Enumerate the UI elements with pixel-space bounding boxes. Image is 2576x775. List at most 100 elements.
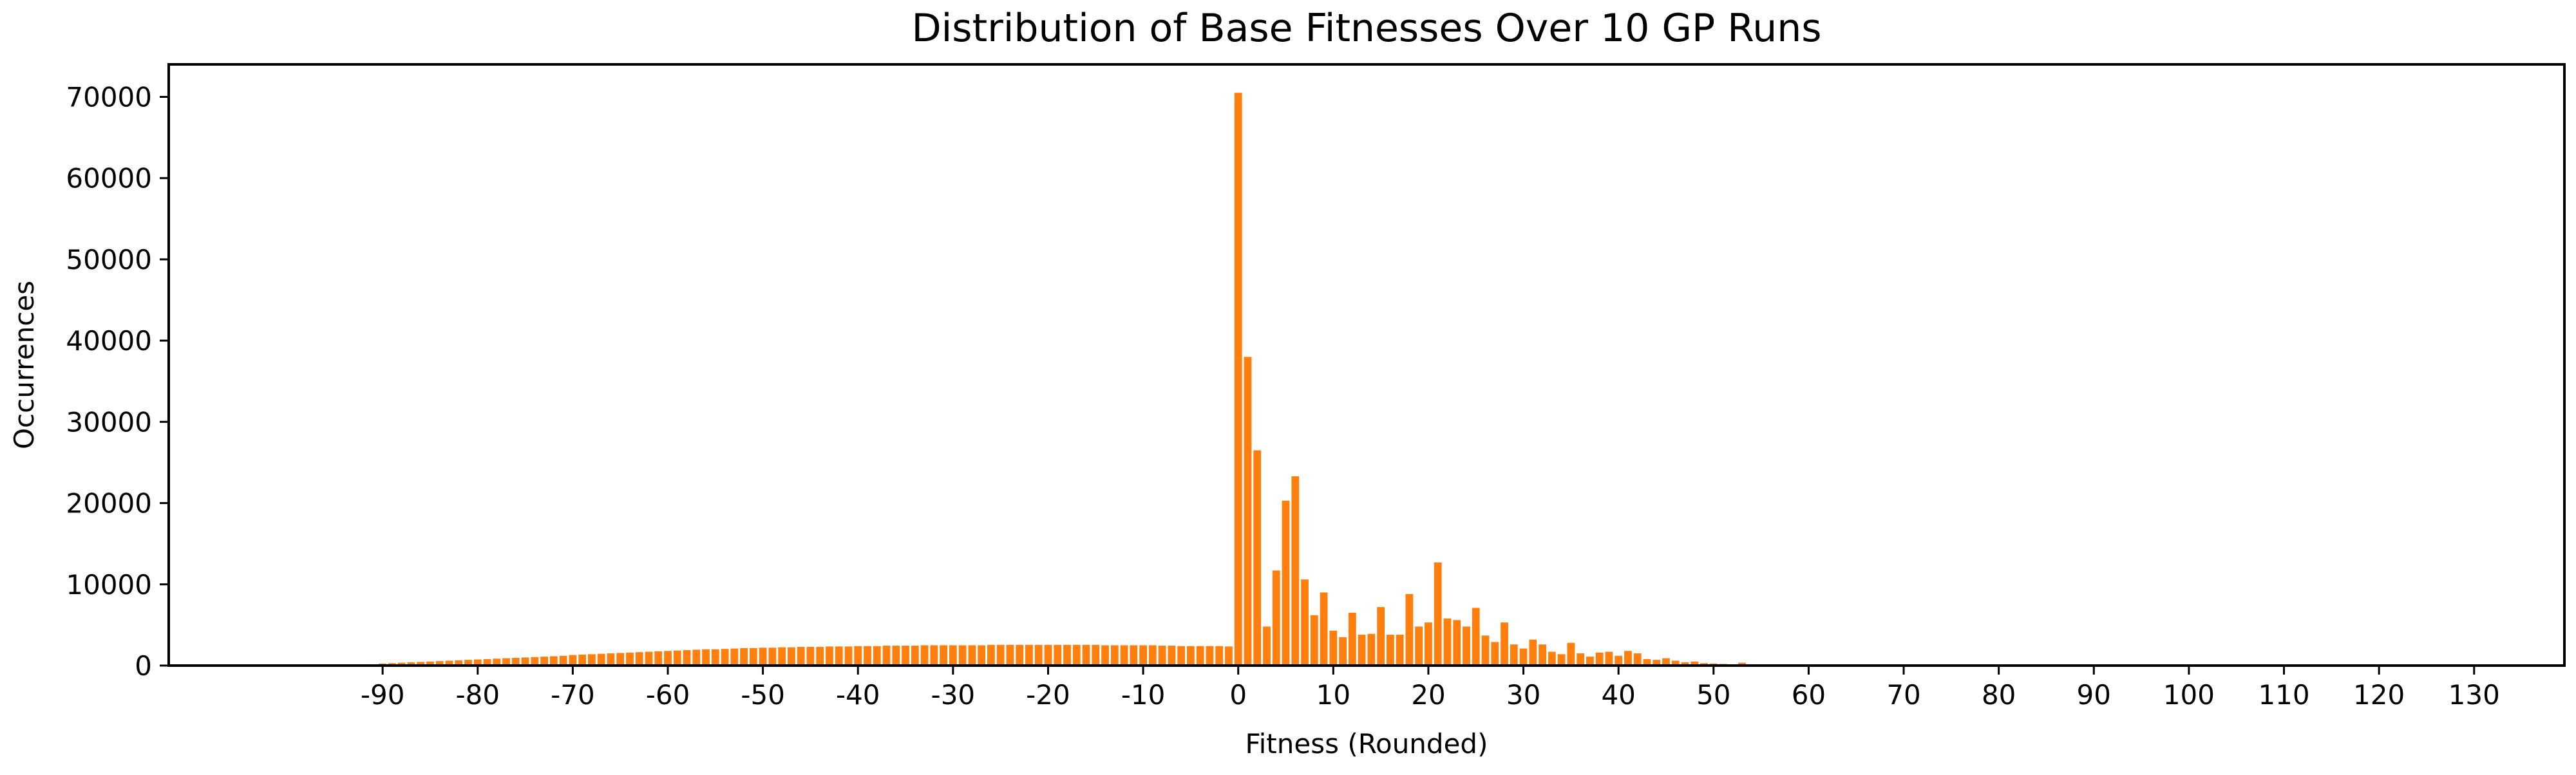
bar (1159, 646, 1166, 666)
bar (636, 652, 643, 666)
bar (1111, 645, 1119, 666)
bar (1482, 635, 1490, 666)
bar (978, 645, 985, 666)
bar (626, 653, 634, 666)
bar (892, 646, 900, 666)
y-tick-label: 40000 (66, 325, 152, 357)
bar (1444, 619, 1452, 666)
bar (968, 645, 976, 666)
bar (1263, 626, 1271, 666)
bar (940, 645, 947, 666)
bar (1539, 644, 1546, 666)
bar (740, 648, 748, 666)
bar (921, 645, 929, 666)
bar (1215, 646, 1223, 666)
bar (1197, 646, 1204, 666)
bar (1406, 594, 1414, 666)
x-tick-label: -10 (1121, 679, 1166, 711)
bar (759, 648, 767, 666)
x-tick-label: 130 (2448, 679, 2500, 711)
chart-title: Distribution of Base Fitnesses Over 10 G… (911, 6, 1821, 51)
bar (1529, 640, 1537, 666)
bar (692, 649, 700, 666)
plot-frame (169, 64, 2564, 666)
bar (1121, 645, 1128, 666)
bar (1273, 570, 1280, 666)
bar (1463, 626, 1470, 666)
bars-group (369, 93, 1822, 666)
bar (683, 650, 691, 666)
x-tick-label: -50 (741, 679, 785, 711)
x-tick-label: 50 (1696, 679, 1730, 711)
bar (1244, 357, 1252, 666)
bar (1634, 653, 1642, 666)
y-tick-label: 10000 (66, 569, 152, 601)
x-tick-label: 0 (1229, 679, 1247, 711)
bar (778, 648, 786, 666)
bar (1472, 608, 1480, 666)
x-tick-label: -80 (455, 679, 500, 711)
x-tick-label: -40 (836, 679, 880, 711)
bar (1073, 645, 1081, 666)
bar (911, 646, 919, 666)
bar (578, 655, 586, 666)
bar (1558, 654, 1566, 666)
bar (1149, 645, 1157, 666)
x-tick-label: 30 (1506, 679, 1540, 711)
bar (1367, 634, 1375, 666)
bar (1615, 656, 1622, 666)
bar (607, 653, 615, 666)
bar (1548, 652, 1556, 666)
bar (845, 646, 853, 666)
bar (1282, 501, 1290, 666)
bar (987, 645, 995, 666)
bar (816, 647, 824, 666)
bar (1092, 645, 1099, 666)
y-tick-label: 0 (135, 650, 152, 682)
bar (1320, 592, 1328, 666)
bar (645, 652, 653, 666)
bar (1387, 635, 1394, 666)
y-tick-label: 70000 (66, 81, 152, 113)
bar (1377, 607, 1385, 666)
bar (1415, 626, 1423, 666)
x-tick-label: -30 (931, 679, 976, 711)
bar (1063, 645, 1071, 666)
bar (949, 645, 957, 666)
bar (654, 651, 662, 666)
bar (1349, 613, 1356, 666)
bar (664, 651, 672, 666)
bar (1187, 646, 1195, 666)
bar (1139, 645, 1147, 666)
bar (1396, 635, 1404, 666)
bar (721, 649, 729, 666)
bar (1101, 645, 1109, 666)
x-tick-label: -90 (361, 679, 405, 711)
x-tick-label: 20 (1411, 679, 1445, 711)
x-tick-label: 40 (1601, 679, 1635, 711)
bar (1206, 646, 1214, 666)
bar (540, 657, 548, 666)
bar (550, 656, 558, 666)
bar (797, 647, 805, 666)
bar (1339, 637, 1347, 666)
bar (930, 645, 938, 666)
bar (616, 653, 624, 666)
bar (674, 651, 681, 666)
x-tick-label: -70 (551, 679, 595, 711)
bar (560, 656, 567, 666)
bar (1520, 648, 1528, 666)
bar (1358, 635, 1366, 666)
bar (959, 645, 967, 666)
y-axis-label: Occurrences (8, 281, 40, 449)
x-tick-label: -60 (646, 679, 690, 711)
bar (1235, 93, 1242, 666)
bar (1491, 642, 1499, 666)
x-tick-label: 70 (1886, 679, 1920, 711)
bar (1083, 645, 1090, 666)
bar (1501, 622, 1508, 666)
bar (1301, 579, 1309, 666)
